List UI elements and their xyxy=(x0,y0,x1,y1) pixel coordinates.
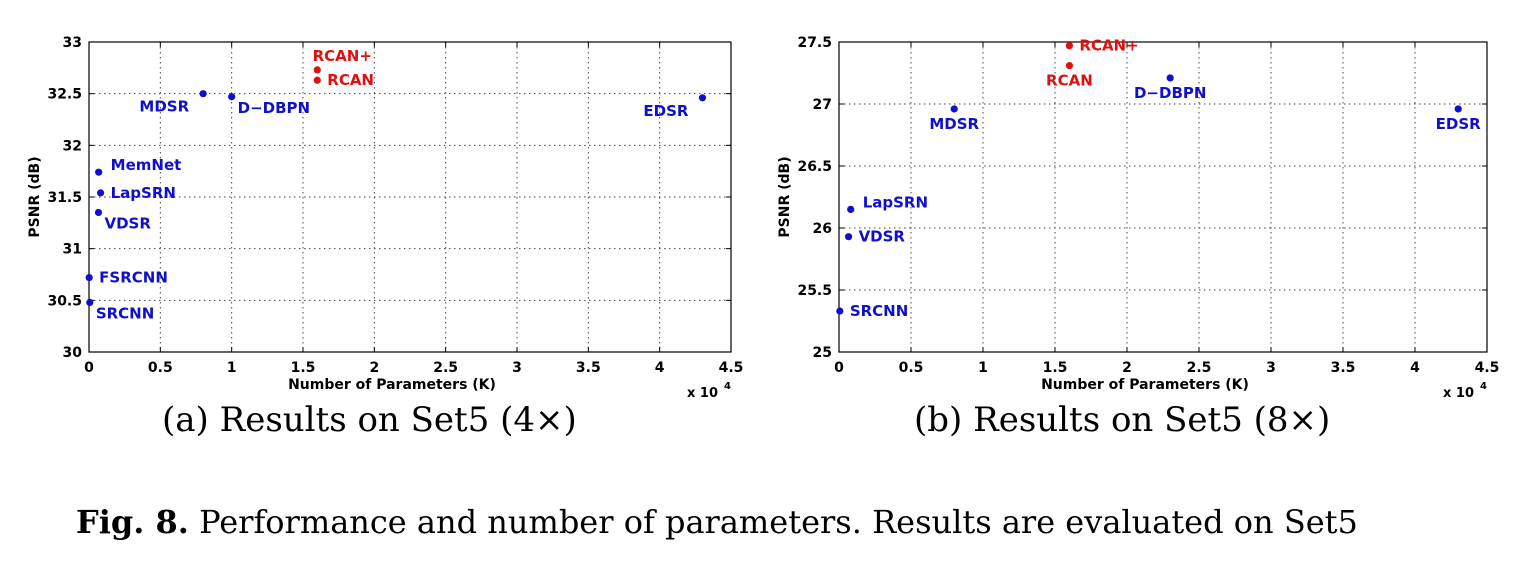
grid xyxy=(839,42,1487,352)
x-tick-label: 0.5 xyxy=(899,360,924,376)
x-tick-label: 2.5 xyxy=(1187,360,1212,376)
point-fsrcnn xyxy=(85,274,93,282)
point-label-lapsrn: LapSRN xyxy=(111,184,176,202)
y-tick-label: 27 xyxy=(813,97,832,113)
chart-b: 0 0.5 1 1.5 2 2.5 3 3.5 4 4.5 25 25.5 26 26.5 27 27.5 Nu… xyxy=(777,35,1500,400)
point-label-srcnn: SRCNN xyxy=(96,304,154,322)
y-tick-label: 32 xyxy=(63,138,82,154)
y-tick-label: 26 xyxy=(813,221,832,237)
grid xyxy=(89,42,731,352)
x-exponent-power: 4 xyxy=(724,381,731,392)
x-tick-label: 4.5 xyxy=(1475,360,1500,376)
point-label-vdsr: VDSR xyxy=(104,215,151,233)
y-tick-label: 31 xyxy=(63,242,82,258)
y-tick-label: 30.5 xyxy=(47,293,82,309)
point-vdsr xyxy=(844,233,853,241)
x-tick-label: 1.5 xyxy=(291,360,316,376)
x-axis-label: Number of Parameters (K) xyxy=(1041,377,1249,393)
point-lapsrn xyxy=(96,189,105,197)
point-rcan xyxy=(1065,61,1073,70)
point-label-d-dbpn: D−DBPN xyxy=(1134,84,1206,102)
point-label-vdsr: VDSR xyxy=(859,228,906,246)
y-tick-label: 25 xyxy=(813,345,832,361)
point-d-dbpn xyxy=(1166,74,1174,82)
point-rcan-plus xyxy=(1065,42,1073,50)
x-tick-label: 0.5 xyxy=(148,360,173,376)
x-tick-label: 1 xyxy=(978,360,988,376)
point-srcnn xyxy=(836,307,844,315)
x-tick-label: 0 xyxy=(84,360,94,376)
point-label-rcan: RCAN xyxy=(327,71,374,89)
y-tick-label: 33 xyxy=(63,35,82,51)
point-rcan-plus xyxy=(313,66,321,74)
x-tick-label: 3 xyxy=(1266,360,1276,376)
x-tick-label: 3.5 xyxy=(576,360,601,376)
subcaption-b: (b) Results on Set5 (8×) xyxy=(914,400,1331,440)
point-vdsr xyxy=(94,208,103,217)
point-label-mdsr: MDSR xyxy=(139,98,189,116)
point-label-srcnn: SRCNN xyxy=(850,302,908,320)
y-tick-label: 30 xyxy=(63,345,83,361)
x-tick-label: 3 xyxy=(512,360,522,376)
point-edsr xyxy=(1454,105,1462,113)
point-label-d-dbpn: D−DBPN xyxy=(238,99,310,117)
point-rcan xyxy=(313,76,321,84)
point-memnet xyxy=(95,168,103,176)
point-mdsr xyxy=(950,105,958,113)
x-tick-label: 4.5 xyxy=(719,360,744,376)
figure-caption-label: Fig. 8. xyxy=(76,503,189,541)
y-tick-label: 32.5 xyxy=(47,87,82,103)
y-tick-label: 25.5 xyxy=(797,283,832,299)
x-tick-label: 2.5 xyxy=(433,360,458,376)
point-label-rcan-plus: RCAN+ xyxy=(313,47,372,65)
point-label-rcan: RCAN xyxy=(1046,72,1093,90)
point-d-dbpn xyxy=(228,93,236,101)
point-lapsrn xyxy=(847,205,855,213)
x-tick-label: 2 xyxy=(369,360,379,376)
point-label-memnet: MemNet xyxy=(111,156,182,174)
y-axis-label: PSNR (dB) xyxy=(777,156,793,237)
x-exponent-label: x 10 xyxy=(1443,386,1474,400)
x-tick-label: 0 xyxy=(834,360,844,376)
x-tick-label: 4 xyxy=(1410,360,1420,376)
y-tick-label: 27.5 xyxy=(797,35,832,51)
x-tick-label: 3.5 xyxy=(1331,360,1356,376)
point-label-rcan-plus: RCAN+ xyxy=(1079,37,1138,55)
point-srcnn xyxy=(86,298,94,306)
point-mdsr xyxy=(199,90,207,98)
x-axis-label: Number of Parameters (K) xyxy=(288,377,496,393)
point-label-fsrcnn: FSRCNN xyxy=(99,269,168,287)
point-label-edsr: EDSR xyxy=(643,102,689,120)
point-edsr xyxy=(698,94,707,102)
point-label-mdsr: MDSR xyxy=(929,115,979,133)
x-exponent-power: 4 xyxy=(1480,381,1487,392)
y-tick-label: 31.5 xyxy=(47,190,82,206)
x-tick-label: 1 xyxy=(227,360,237,376)
x-exponent-label: x 10 xyxy=(687,386,718,400)
figure-caption: Fig. 8. Performance and number of parame… xyxy=(76,503,1358,541)
figure-caption-text: Performance and number of parameters. Re… xyxy=(199,503,1358,541)
point-label-edsr: EDSR xyxy=(1436,115,1482,133)
x-tick-label: 2 xyxy=(1122,360,1132,376)
point-label-lapsrn: LapSRN xyxy=(863,193,928,211)
chart-a: 0 0.5 1 1.5 2 2.5 3 3.5 4 4.5 30 30.5 31 31.5 32 32.5 33… xyxy=(27,35,744,400)
y-tick-label: 26.5 xyxy=(797,159,832,175)
subcaption-a: (a) Results on Set5 (4×) xyxy=(162,400,577,440)
plot-frame xyxy=(838,41,1488,353)
y-axis-label: PSNR (dB) xyxy=(27,156,43,237)
x-tick-label: 1.5 xyxy=(1043,360,1068,376)
x-tick-label: 4 xyxy=(655,360,665,376)
